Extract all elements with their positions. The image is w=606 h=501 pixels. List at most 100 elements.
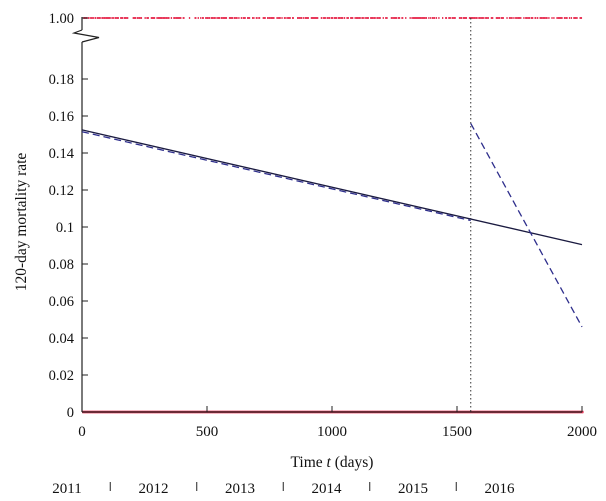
event-marker-one bbox=[490, 17, 493, 19]
dashed-series-line bbox=[81, 131, 471, 222]
event-marker-one bbox=[253, 17, 255, 19]
event-marker-one bbox=[174, 17, 176, 19]
event-marker-one bbox=[476, 17, 478, 19]
event-marker-one bbox=[103, 17, 106, 19]
event-marker-one bbox=[156, 17, 158, 19]
event-marker-one bbox=[460, 17, 463, 19]
event-marker-one bbox=[221, 17, 223, 19]
event-marker-one bbox=[558, 17, 560, 19]
event-marker-one bbox=[474, 17, 476, 19]
year-label: 2015 bbox=[398, 481, 428, 497]
event-marker-one bbox=[354, 17, 356, 19]
event-marker-one bbox=[233, 17, 236, 19]
event-marker-one bbox=[147, 17, 149, 19]
event-marker-one bbox=[252, 17, 254, 19]
event-marker-one bbox=[487, 17, 489, 19]
event-marker-one bbox=[108, 17, 110, 19]
y-tick-label: 0.18 bbox=[49, 72, 74, 88]
event-marker-one bbox=[342, 17, 344, 19]
event-marker-one bbox=[541, 17, 543, 19]
event-marker-one bbox=[420, 17, 422, 19]
event-marker-one bbox=[292, 17, 294, 19]
event-marker-one bbox=[430, 17, 432, 19]
event-marker-one bbox=[223, 17, 225, 19]
event-marker-one bbox=[350, 17, 353, 19]
event-marker-one bbox=[382, 17, 384, 19]
event-marker-one bbox=[277, 17, 279, 19]
event-marker-one bbox=[392, 17, 394, 19]
event-marker-one bbox=[297, 17, 299, 19]
event-marker-one bbox=[264, 17, 266, 19]
event-marker-one bbox=[359, 17, 361, 19]
event-marker-one bbox=[484, 17, 486, 19]
event-marker-one bbox=[238, 17, 240, 19]
event-marker-one bbox=[442, 17, 444, 19]
event-marker-one bbox=[170, 17, 173, 19]
event-marker-one bbox=[197, 17, 199, 19]
event-marker-one bbox=[138, 17, 141, 19]
series-lines bbox=[81, 123, 583, 328]
event-marker-one bbox=[91, 17, 93, 19]
x-tick-label: 1000 bbox=[317, 424, 347, 440]
event-marker-one bbox=[117, 17, 119, 19]
event-marker-one bbox=[409, 17, 411, 19]
event-marker-one bbox=[122, 17, 124, 19]
event-marker-one bbox=[395, 17, 398, 19]
event-marker-zero bbox=[582, 410, 584, 414]
axes bbox=[71, 17, 582, 413]
event-marker-one bbox=[374, 17, 376, 19]
event-marker-one bbox=[166, 17, 168, 19]
x-tick-label: 0 bbox=[78, 424, 86, 440]
event-marker-one bbox=[568, 17, 571, 19]
event-marker-one bbox=[480, 17, 482, 19]
event-marker-one bbox=[216, 17, 218, 19]
event-marker-one bbox=[99, 17, 101, 19]
event-marker-one bbox=[556, 17, 558, 19]
event-marker-one bbox=[236, 17, 238, 19]
event-marker-one bbox=[200, 17, 202, 19]
year-label: 2016 bbox=[485, 481, 516, 497]
event-marker-one bbox=[208, 17, 211, 19]
y-tick-label-top: 1.00 bbox=[49, 11, 74, 27]
event-marker-one bbox=[544, 17, 546, 19]
x-tick-label: 500 bbox=[196, 424, 219, 440]
event-marker-one bbox=[506, 17, 508, 19]
event-marker-one bbox=[207, 17, 209, 19]
event-marker-one bbox=[495, 17, 498, 19]
event-marker-one bbox=[140, 17, 143, 19]
y-axis-title: 120-day mortality rate bbox=[13, 153, 30, 292]
y-tick-label: 0.14 bbox=[49, 146, 75, 162]
event-marker-one bbox=[188, 17, 191, 19]
event-marker-one bbox=[454, 17, 456, 19]
event-marker-one bbox=[418, 17, 420, 19]
event-marker-one bbox=[448, 17, 451, 19]
event-marker-one bbox=[405, 17, 407, 19]
event-marker-one bbox=[330, 17, 333, 19]
event-marker-one bbox=[516, 17, 518, 19]
y-axis-break-mark bbox=[71, 29, 100, 43]
event-marker-one bbox=[338, 17, 340, 19]
event-marker-one bbox=[450, 17, 452, 19]
event-marker-one bbox=[320, 17, 323, 19]
event-marker-one bbox=[379, 17, 381, 19]
event-marker-one bbox=[386, 17, 388, 19]
event-marker-one bbox=[518, 17, 521, 19]
event-marker-one bbox=[328, 17, 331, 19]
event-marker-one bbox=[402, 17, 404, 19]
event-marker-one bbox=[97, 17, 99, 19]
solid-series-line bbox=[81, 129, 583, 246]
event-marker-one bbox=[225, 17, 228, 19]
y-ticks: 0 0.02 0.04 0.06 0.08 0.1 0.12 0.14 0.16 0.18 bbox=[49, 72, 88, 421]
event-marker-one bbox=[178, 17, 180, 19]
event-marker-one bbox=[161, 17, 163, 19]
event-marker-one bbox=[95, 17, 97, 19]
event-marker-one bbox=[240, 17, 243, 19]
event-marker-one bbox=[465, 17, 468, 19]
event-marker-one bbox=[435, 17, 438, 19]
event-marker-one bbox=[367, 17, 369, 19]
event-marker-one bbox=[377, 17, 379, 19]
event-marker-one bbox=[528, 17, 531, 19]
event-marker-one bbox=[362, 17, 364, 19]
event-marker-one bbox=[88, 17, 90, 19]
event-marker-one bbox=[553, 17, 555, 19]
